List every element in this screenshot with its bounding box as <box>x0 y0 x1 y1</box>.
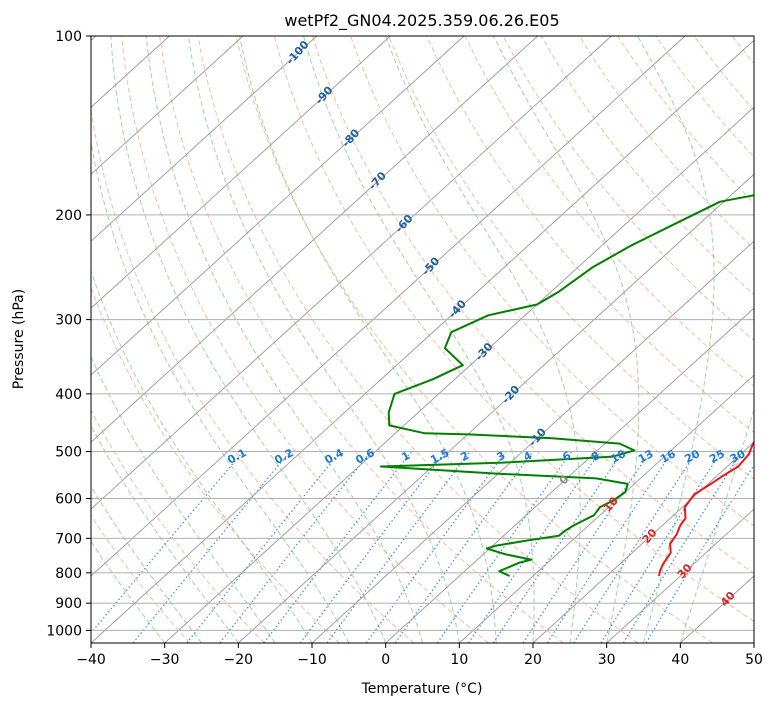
dry-adiabat <box>121 36 489 643</box>
moist-adiabat <box>145 36 423 643</box>
mixing-ratio-label: 30 <box>728 447 748 466</box>
moist-adiabat <box>303 36 535 643</box>
y-tick-label: 400 <box>55 387 82 403</box>
isotherm <box>91 36 539 443</box>
moist-adiabat <box>91 485 202 643</box>
mixing-ratio-label: 20 <box>682 447 702 466</box>
x-axis-title: Temperature (°C) <box>361 681 483 697</box>
moist-adiabat <box>493 36 640 643</box>
y-tick-label: 900 <box>55 596 82 612</box>
mixing-ratio-line <box>299 451 446 643</box>
x-tick-label: −20 <box>224 652 254 668</box>
y-axis-title: Pressure (hPa) <box>11 289 27 389</box>
temperature-line <box>658 440 754 577</box>
x-axis-ticks: −40 −30 −20 −10 0 10 20 30 40 50 <box>76 643 763 668</box>
y-tick-label: 700 <box>55 531 82 547</box>
dry-adiabat <box>235 36 713 643</box>
mixing-ratio-label: 13 <box>636 447 656 466</box>
background-lines <box>91 36 775 643</box>
x-tick-label: −10 <box>297 652 327 668</box>
isotherm <box>606 508 754 643</box>
plot-frame <box>90 35 755 644</box>
isotherm <box>91 36 391 309</box>
dry-adiabat <box>502 36 754 342</box>
mixing-ratio-line <box>365 451 507 643</box>
dry-adiabat <box>770 36 775 643</box>
mixing-ratio-line <box>91 451 244 635</box>
mixing-ratio-line <box>573 451 698 643</box>
dry-adiabat <box>426 36 754 434</box>
pressure-grid <box>91 35 754 631</box>
dry-adiabat <box>311 36 754 574</box>
dry-adiabat <box>91 409 265 643</box>
y-tick-label: 800 <box>55 566 82 582</box>
mixing-ratio-line <box>436 451 573 643</box>
y-axis-ticks: 1000 900 800 700 600 500 400 300 200 100 <box>46 29 91 639</box>
y-tick-label: 500 <box>55 444 82 460</box>
mixing-ratio-line <box>186 451 341 643</box>
x-tick-label: −30 <box>150 652 180 668</box>
isotherm <box>238 173 754 643</box>
mixing-ratio-line <box>132 451 291 643</box>
moist-adiabat <box>91 424 239 643</box>
moist-adiabat <box>637 36 715 643</box>
isotherm <box>91 36 612 510</box>
x-tick-label: 0 <box>381 652 390 668</box>
y-tick-label: 600 <box>55 492 82 508</box>
chart-title: wetPf2_GN04.2025.359.06.26.E05 <box>284 11 559 31</box>
mixing-ratio-line <box>600 451 722 643</box>
y-tick-label: 1000 <box>46 623 82 639</box>
plot-background <box>91 36 754 643</box>
moist-adiabat <box>91 140 350 643</box>
isotherm <box>91 36 244 175</box>
moist-adiabat <box>679 407 754 643</box>
isotherm <box>311 240 754 643</box>
dry-adiabat <box>197 36 639 643</box>
x-tick-label: −40 <box>76 652 106 668</box>
x-tick-label: 40 <box>671 652 689 668</box>
isotherm <box>385 307 754 643</box>
isotherm <box>91 39 754 643</box>
mixing-ratio-line <box>546 451 673 643</box>
dry-adiabat <box>159 36 564 643</box>
isotherm <box>532 441 754 643</box>
x-tick-label: 10 <box>450 652 468 668</box>
y-tick-label: 100 <box>55 29 82 45</box>
isotherm <box>91 36 318 242</box>
mixing-ratio-label: 10 <box>608 447 628 466</box>
isotherm <box>753 642 754 643</box>
mixing-ratio-line <box>645 463 754 643</box>
moist-adiabat <box>239 36 497 643</box>
x-tick-label: 30 <box>598 652 616 668</box>
isotherm <box>459 374 754 643</box>
moist-adiabat <box>187 36 460 643</box>
mixing-ratio-label: 25 <box>707 447 727 466</box>
isotherm <box>91 36 686 577</box>
moist-adiabat <box>385 36 581 643</box>
profile-series <box>379 194 754 577</box>
dewpoint-line <box>379 194 754 577</box>
mixing-ratio-line <box>219 451 372 643</box>
y-tick-label: 300 <box>55 313 82 329</box>
mixing-ratio-line <box>468 451 601 643</box>
moist-adiabat <box>91 540 166 643</box>
mixing-ratio-label: 16 <box>658 447 678 466</box>
isotherm <box>91 36 465 376</box>
x-tick-label: 50 <box>745 652 763 668</box>
isotherm <box>164 106 754 643</box>
mixing-ratio-line <box>492 451 624 643</box>
y-tick-label: 200 <box>55 208 82 224</box>
moist-adiabat <box>91 355 276 643</box>
mixing-ratio-line <box>326 451 471 643</box>
x-tick-label: 20 <box>524 652 542 668</box>
dry-adiabat <box>273 36 754 622</box>
